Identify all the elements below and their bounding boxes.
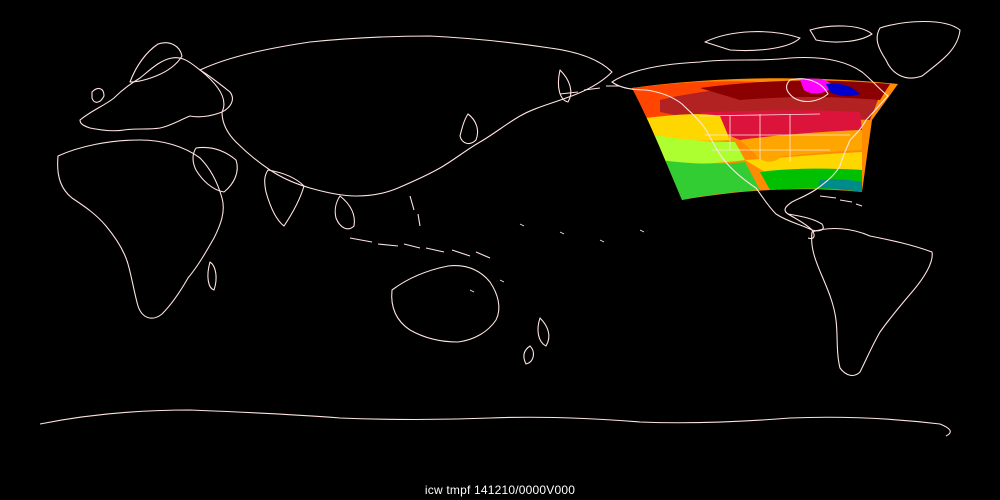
map-caption: icw tmpf 141210/0000V000 bbox=[0, 483, 1000, 497]
